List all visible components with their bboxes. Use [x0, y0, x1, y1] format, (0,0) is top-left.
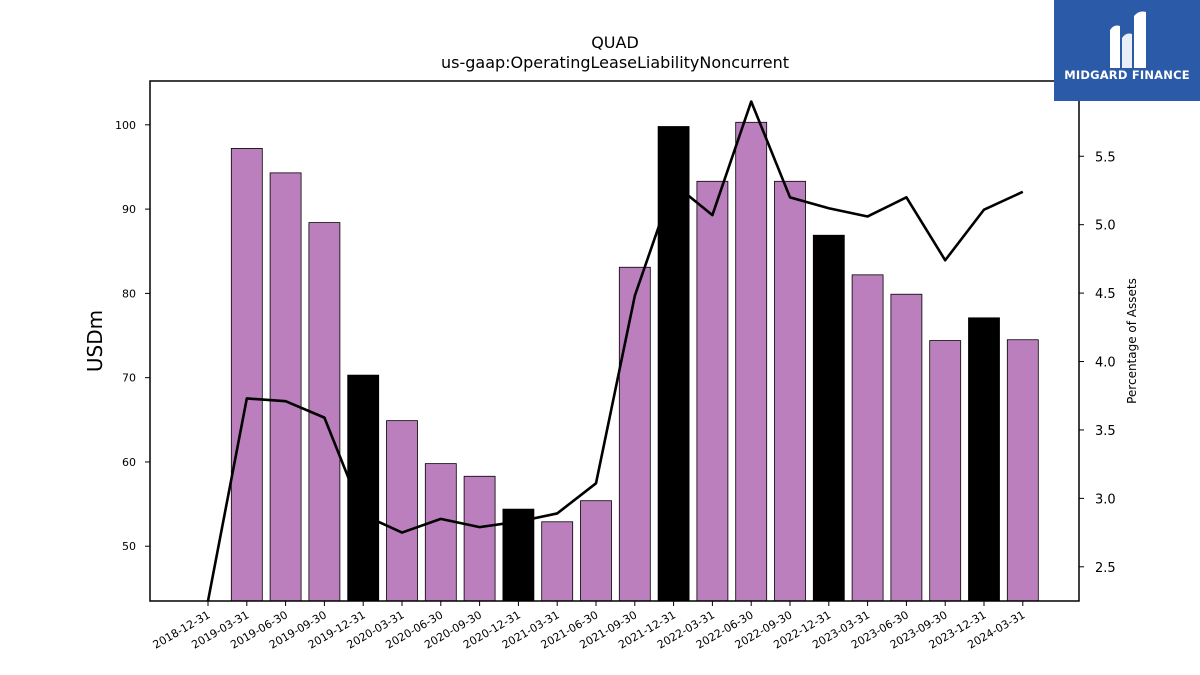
- chart-title: QUAD: [591, 33, 639, 52]
- y2-tick-label: 5.0: [1095, 219, 1116, 234]
- y-axis-label: USDm: [83, 310, 107, 372]
- y2-tick-label: 4.5: [1095, 287, 1116, 302]
- bar-group: [230, 121, 1039, 602]
- bar-2020-09-30: [463, 475, 496, 602]
- bar-2022-03-31: [696, 180, 729, 602]
- bar-2019-09-30: [308, 222, 341, 602]
- line-layer: [206, 100, 1024, 602]
- bar-2022-12-31: [812, 234, 845, 602]
- y-tick-label: 100: [115, 119, 136, 132]
- bar-2020-03-31: [386, 420, 418, 602]
- y-tick-label: 50: [122, 540, 136, 553]
- y-axis-right: 2.5 3.0 3.5 4.0 4.5 5.0 5.5: [1079, 150, 1116, 576]
- bar-2024-03-31: [1006, 339, 1039, 602]
- y-tick-label: 90: [122, 203, 136, 216]
- bar-2021-09-30: [618, 266, 651, 602]
- bar-2020-06-30: [424, 463, 457, 602]
- y2-tick-label: 4.0: [1095, 356, 1116, 371]
- y-tick-label: 80: [122, 287, 136, 300]
- bar-2022-09-30: [774, 180, 806, 602]
- y2-tick-label: 3.5: [1095, 424, 1116, 439]
- bar-2023-03-31: [851, 274, 884, 602]
- bar-2023-12-31: [968, 317, 1000, 602]
- bar-2023-06-30: [890, 293, 923, 602]
- y-tick-label: 70: [122, 372, 136, 385]
- plot-frame: [149, 80, 1080, 602]
- midgard-logo-icon: [1110, 11, 1146, 68]
- bar-2023-09-30: [929, 340, 962, 602]
- bar-2019-03-31: [230, 148, 263, 602]
- pct-assets-line: [206, 100, 1024, 602]
- brand-name: MIDGARD FINANCE: [1064, 68, 1190, 82]
- y2-tick-label: 2.5: [1095, 561, 1116, 576]
- y2-tick-label: 3.0: [1095, 492, 1116, 507]
- bar-2019-06-30: [269, 172, 302, 602]
- y2-tick-label: 5.5: [1095, 150, 1116, 165]
- x-axis: 2018-12-312019-03-312019-06-302019-09-30…: [151, 601, 1027, 652]
- y2-axis-label: Percentage of Assets: [1125, 278, 1139, 404]
- y-axis-left: 50 60 70 80 90 100: [115, 119, 150, 553]
- bar-2021-12-31: [657, 126, 690, 602]
- bar-2021-06-30: [580, 500, 612, 602]
- y-tick-label: 60: [122, 456, 136, 469]
- bar-2021-03-31: [541, 521, 574, 602]
- brand-logo: MIDGARD FINANCE: [1054, 0, 1200, 101]
- chart-subtitle: us-gaap:OperatingLeaseLiabilityNoncurren…: [441, 53, 789, 72]
- bar-2022-06-30: [735, 121, 768, 602]
- bar-2020-12-31: [502, 508, 535, 602]
